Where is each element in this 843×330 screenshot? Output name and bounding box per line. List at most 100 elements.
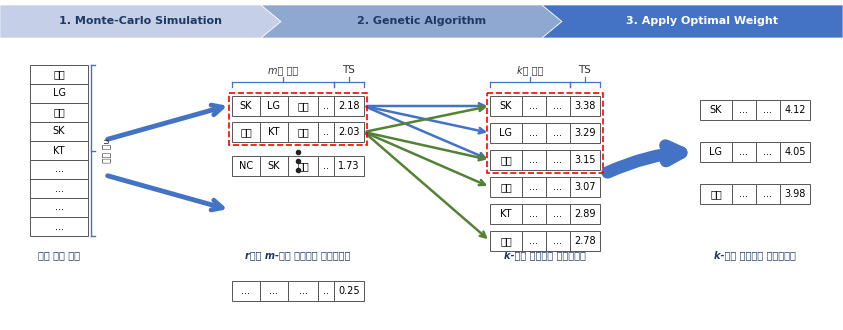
- Bar: [260, 122, 288, 142]
- Bar: [732, 142, 756, 162]
- Text: 두산: 두산: [500, 236, 512, 246]
- Text: LG: LG: [710, 147, 722, 157]
- Bar: [334, 281, 364, 301]
- Text: 3.98: 3.98: [784, 189, 806, 199]
- Bar: [522, 150, 546, 170]
- Text: LG: LG: [500, 128, 513, 138]
- Bar: [546, 231, 570, 251]
- Polygon shape: [0, 5, 281, 38]
- Bar: [232, 156, 260, 176]
- Bar: [232, 281, 260, 301]
- Text: 두산: 두산: [53, 108, 65, 117]
- Bar: [30, 122, 88, 141]
- Text: 한화: 한화: [500, 182, 512, 192]
- Text: ...: ...: [55, 203, 63, 213]
- Text: ..: ..: [323, 286, 329, 296]
- Text: m개 자산: m개 자산: [268, 65, 298, 75]
- Text: SK: SK: [500, 101, 513, 111]
- Bar: [732, 184, 756, 204]
- Text: 1. Monte-Carlo Simulation: 1. Monte-Carlo Simulation: [59, 16, 222, 26]
- Bar: [490, 177, 522, 197]
- Text: ...: ...: [241, 286, 250, 296]
- Text: 2.78: 2.78: [574, 236, 596, 246]
- Bar: [570, 204, 600, 224]
- Text: SK: SK: [710, 105, 722, 115]
- Text: k개 자산: k개 자산: [517, 65, 543, 75]
- Bar: [522, 231, 546, 251]
- Text: SK: SK: [53, 126, 65, 137]
- Bar: [288, 122, 318, 142]
- Text: 전체 자산 집합: 전체 자산 집합: [38, 250, 80, 260]
- Text: 3. Apply Optimal Weight: 3. Apply Optimal Weight: [626, 16, 778, 26]
- Text: ...: ...: [529, 182, 539, 192]
- Polygon shape: [261, 5, 562, 38]
- Text: 1.73: 1.73: [338, 161, 360, 171]
- Text: 삼성: 삼성: [297, 127, 309, 137]
- Bar: [30, 103, 88, 122]
- Text: 한화: 한화: [297, 161, 309, 171]
- Text: r개의 m-자산 균등배분 포트폴리오: r개의 m-자산 균등배분 포트폴리오: [245, 250, 351, 260]
- Text: 삼성: 삼성: [500, 155, 512, 165]
- Bar: [700, 142, 732, 162]
- Text: LG: LG: [52, 88, 66, 98]
- Text: ...: ...: [554, 128, 562, 138]
- Text: ...: ...: [529, 101, 539, 111]
- Bar: [232, 96, 260, 116]
- Text: 3.15: 3.15: [574, 155, 596, 165]
- Bar: [232, 122, 260, 142]
- Bar: [756, 184, 780, 204]
- Bar: [546, 150, 570, 170]
- Text: ...: ...: [739, 105, 749, 115]
- Bar: [780, 100, 810, 120]
- Text: ...: ...: [529, 236, 539, 246]
- Text: ...: ...: [55, 183, 63, 193]
- Text: 2.03: 2.03: [338, 127, 360, 137]
- Text: ...: ...: [270, 286, 278, 296]
- Bar: [756, 142, 780, 162]
- Text: ...: ...: [529, 155, 539, 165]
- Bar: [334, 122, 364, 142]
- Bar: [732, 100, 756, 120]
- Bar: [570, 231, 600, 251]
- Text: 3.29: 3.29: [574, 128, 596, 138]
- Text: ..: ..: [323, 127, 329, 137]
- Bar: [546, 177, 570, 197]
- Text: NC: NC: [239, 161, 253, 171]
- Text: k-자산 최적배분 포트폴리오: k-자산 최적배분 포트폴리오: [714, 250, 796, 260]
- Text: ...: ...: [764, 105, 772, 115]
- Text: ..: ..: [323, 161, 329, 171]
- Text: ..: ..: [323, 101, 329, 111]
- Bar: [490, 123, 522, 143]
- Bar: [30, 179, 88, 198]
- Bar: [546, 123, 570, 143]
- Bar: [700, 184, 732, 204]
- Text: ...: ...: [554, 101, 562, 111]
- Text: 2.89: 2.89: [574, 209, 596, 219]
- Bar: [756, 100, 780, 120]
- Bar: [522, 96, 546, 116]
- Text: k-자산 균등배분 포트폴리오: k-자산 균등배분 포트폴리오: [504, 250, 586, 260]
- Text: 두산: 두산: [240, 127, 252, 137]
- Bar: [318, 156, 334, 176]
- Bar: [318, 96, 334, 116]
- Text: 두산: 두산: [710, 189, 722, 199]
- Text: KT: KT: [53, 146, 65, 155]
- Text: 2.18: 2.18: [338, 101, 360, 111]
- Text: ...: ...: [529, 128, 539, 138]
- Bar: [30, 217, 88, 236]
- Bar: [570, 96, 600, 116]
- Bar: [490, 204, 522, 224]
- Bar: [334, 96, 364, 116]
- Bar: [260, 156, 288, 176]
- Bar: [780, 142, 810, 162]
- Bar: [288, 96, 318, 116]
- Text: 2. Genetic Algorithm: 2. Genetic Algorithm: [357, 16, 486, 26]
- Text: ...: ...: [554, 182, 562, 192]
- Text: ...: ...: [298, 286, 308, 296]
- Text: ...: ...: [739, 189, 749, 199]
- Text: ...: ...: [764, 147, 772, 157]
- Bar: [30, 84, 88, 103]
- Bar: [334, 156, 364, 176]
- Bar: [487, 93, 603, 173]
- Text: SK: SK: [239, 101, 252, 111]
